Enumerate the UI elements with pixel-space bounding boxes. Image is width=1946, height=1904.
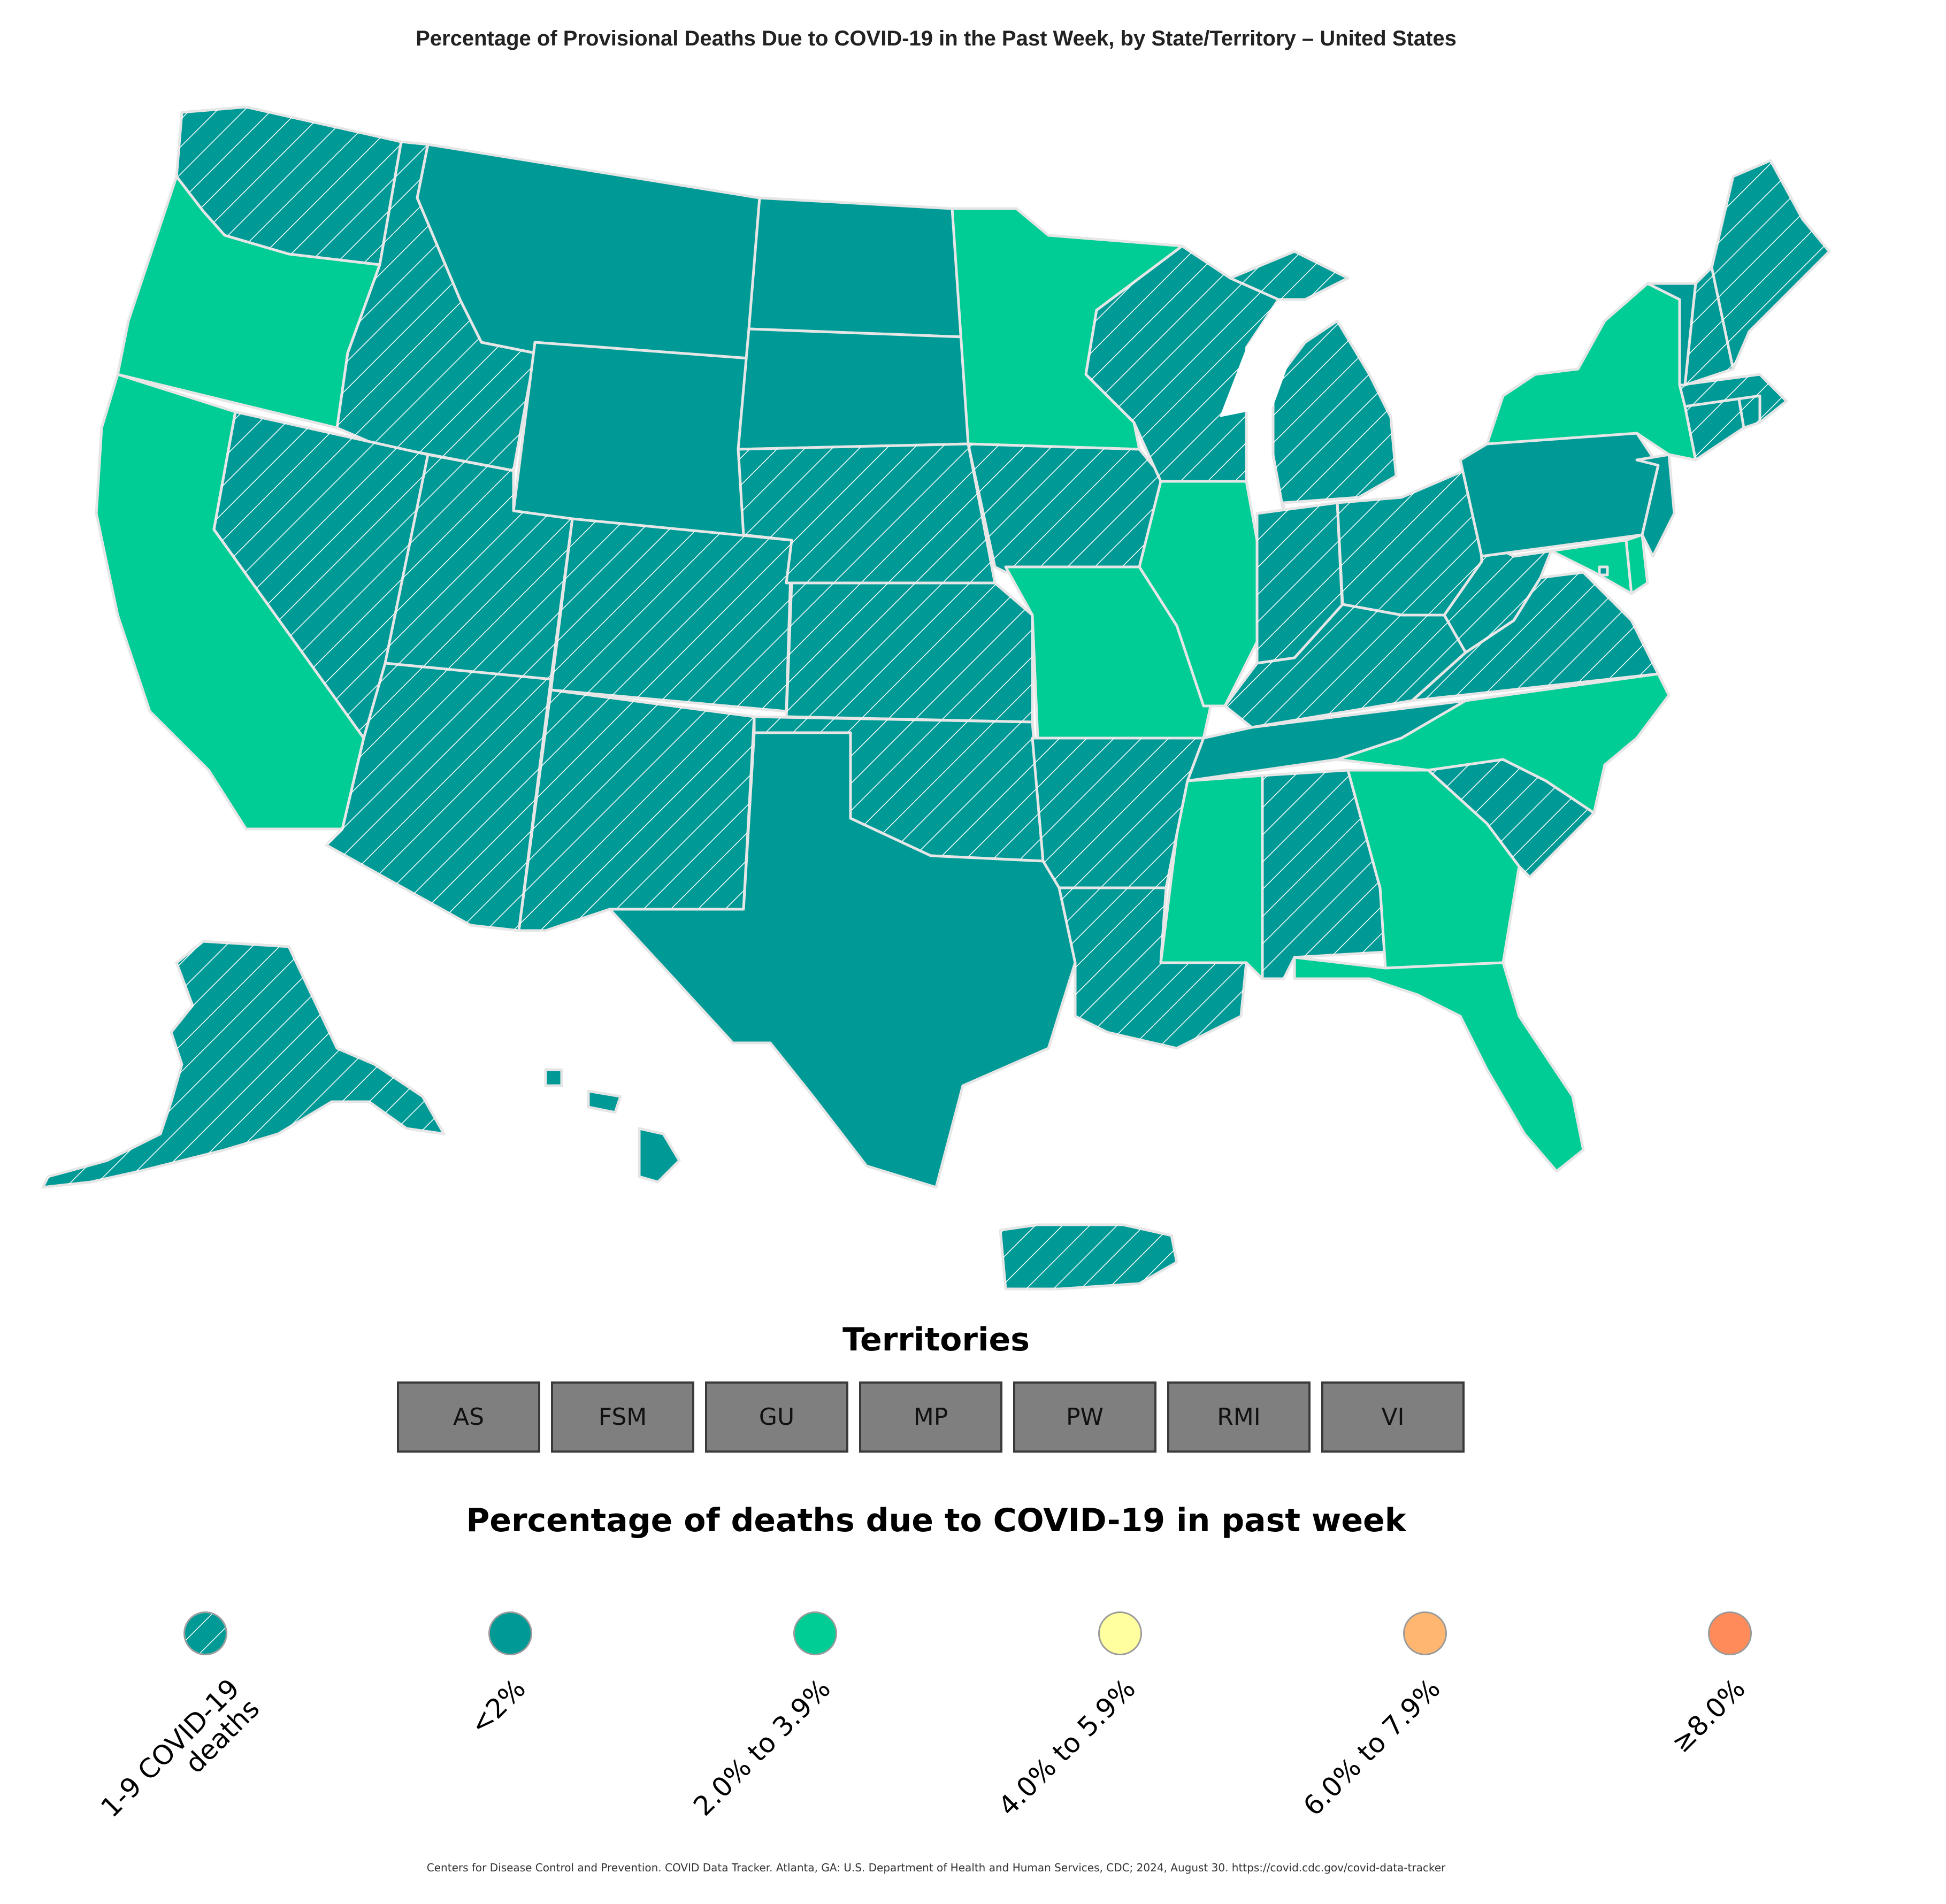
legend-label-4to5.9: 4.0% to 5.9% <box>992 1672 1141 1822</box>
legend-swatch-hatched <box>183 1611 227 1655</box>
state-NM[interactable] <box>517 688 756 932</box>
territory-button-mp[interactable]: MP <box>859 1381 1002 1453</box>
state-PA[interactable] <box>1459 432 1660 558</box>
state-CO[interactable] <box>549 517 793 713</box>
territory-button-as[interactable]: AS <box>397 1381 540 1453</box>
state-TX[interactable] <box>608 731 1077 1189</box>
territories-buttons: AS FSM GU MP PW RMI VI <box>397 1381 1465 1453</box>
state-NY[interactable] <box>1485 282 1697 462</box>
state-ME[interactable] <box>1710 159 1831 371</box>
state-MD[interactable] <box>1512 539 1633 595</box>
state-AK[interactable] <box>41 940 446 1189</box>
state-KS[interactable] <box>785 581 1034 724</box>
us-choropleth-map <box>41 105 1831 1291</box>
state-ND[interactable] <box>747 196 964 339</box>
lake-michigan <box>1220 300 1294 417</box>
state-RI[interactable] <box>1737 394 1761 429</box>
legend-title: Percentage of deaths due to COVID-19 in … <box>466 1502 1406 1539</box>
territory-button-pw[interactable]: PW <box>1013 1381 1156 1453</box>
legend-swatch-4to5.9 <box>1098 1611 1142 1655</box>
source-citation: Centers for Disease Control and Preventi… <box>426 1861 1446 1874</box>
territory-button-gu[interactable]: GU <box>705 1381 848 1453</box>
legend-swatch-2to3.9 <box>793 1611 837 1655</box>
legend-label-lt2: <2% <box>464 1672 532 1741</box>
legend-swatch-lt2 <box>488 1611 532 1655</box>
legend-label-ge8: ≥8.0% <box>1665 1672 1751 1759</box>
territory-button-rmi[interactable]: RMI <box>1167 1381 1311 1453</box>
state-SD[interactable] <box>737 327 970 451</box>
legend-label-6to7.9: 6.0% to 7.9% <box>1297 1672 1446 1822</box>
state-FL[interactable] <box>1293 956 1585 1173</box>
state-HI[interactable] <box>544 1068 681 1184</box>
state-IA[interactable] <box>967 442 1168 574</box>
legend-label-2to3.9: 2.0% to 3.9% <box>687 1672 837 1822</box>
state-DE[interactable] <box>1625 533 1649 595</box>
state-PR[interactable] <box>999 1223 1178 1291</box>
legend-swatch-6to7.9 <box>1403 1611 1447 1655</box>
legend-swatch-ge8 <box>1708 1611 1752 1655</box>
territories-heading: Territories <box>842 1321 1030 1358</box>
territory-button-fsm[interactable]: FSM <box>551 1381 694 1453</box>
page-title: Percentage of Provisional Deaths Due to … <box>416 27 1457 50</box>
state-DC[interactable] <box>1598 565 1609 577</box>
territory-button-vi[interactable]: VI <box>1321 1381 1465 1453</box>
